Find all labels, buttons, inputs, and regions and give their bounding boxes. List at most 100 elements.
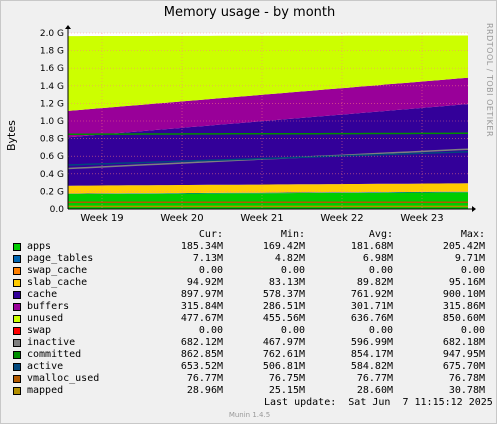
legend-series-name: cache	[27, 289, 58, 300]
legend-value-max: 76.78M	[448, 373, 485, 384]
y-tick-label: 0.4 G	[40, 170, 64, 180]
legend-series-name: page_tables	[27, 253, 94, 264]
legend-series-name: swap	[27, 325, 52, 336]
y-axis-arrow	[65, 25, 71, 29]
legend-value-min: 4.82M	[274, 253, 305, 264]
legend-header-min: Min:	[280, 229, 305, 240]
legend-value-min: 762.61M	[262, 349, 305, 360]
legend-value-max: 675.70M	[442, 361, 485, 372]
legend-swatch	[13, 363, 21, 371]
area-apps	[68, 192, 468, 209]
legend-header-cur: Cur:	[198, 229, 223, 240]
legend-value-avg: 0.00	[368, 265, 393, 276]
legend-value-cur: 185.34M	[180, 241, 223, 252]
x-tick-label: Week 20	[160, 213, 203, 224]
legend-value-cur: 76.77M	[186, 373, 223, 384]
y-tick-label: 1.4 G	[40, 82, 64, 92]
legend-swatch	[13, 351, 21, 359]
area-slab-cache	[68, 183, 468, 194]
legend-row-cache: cache 897.97M 578.37M 761.92M 900.10M	[13, 289, 493, 301]
x-tick-label: Week 22	[320, 213, 363, 224]
legend-value-max: 205.42M	[442, 241, 485, 252]
legend-value-avg: 28.60M	[356, 385, 393, 396]
legend-value-min: 0.00	[280, 325, 305, 336]
legend-value-cur: 477.67M	[180, 313, 223, 324]
legend-rows: apps 185.34M 169.42M 181.68M 205.42M page_tab…	[13, 241, 493, 397]
legend-value-max: 0.00	[460, 325, 485, 336]
legend-series-name: vmalloc_used	[27, 373, 100, 384]
y-tick-label: 1.2 G	[40, 99, 64, 109]
munin-version: Munin 1.4.5	[228, 411, 271, 419]
legend-row-active: active 653.52M 506.81M 584.82M 675.70M	[13, 361, 493, 373]
x-tick-label: Week 23	[400, 213, 443, 224]
legend-series-name: slab_cache	[27, 277, 88, 288]
legend-value-cur: 653.52M	[180, 361, 223, 372]
legend-value-cur: 682.12M	[180, 337, 223, 348]
area-buffers	[68, 77, 468, 138]
legend-value-min: 286.51M	[262, 301, 305, 312]
legend-value-min: 25.15M	[268, 385, 305, 396]
legend-row-committed: committed 862.85M 762.61M 854.17M 947.95M	[13, 349, 493, 361]
legend-value-cur: 315.84M	[180, 301, 223, 312]
legend-row-page-tables: page_tables 7.13M 4.82M 6.98M 9.71M	[13, 253, 493, 265]
legend-row-buffers: buffers 315.84M 286.51M 301.71M 315.86M	[13, 301, 493, 313]
legend-value-cur: 7.13M	[192, 253, 223, 264]
y-tick-label: 0.0	[50, 205, 65, 215]
chart-svg: 0.0 0.2 G 0.4 G 0.6 G 0.8 G 1.0 G 1.2 G 1.4 G 1.…	[40, 25, 476, 224]
legend-value-avg: 181.68M	[350, 241, 393, 252]
legend-series-name: committed	[27, 349, 82, 360]
legend-value-avg: 0.00	[368, 325, 393, 336]
y-tick-label: 2.0 G	[40, 29, 64, 39]
y-tick-label: 1.6 G	[40, 64, 64, 74]
legend-value-cur: 0.00	[198, 265, 223, 276]
legend-swatch	[13, 279, 21, 287]
legend-value-avg: 301.71M	[350, 301, 393, 312]
legend-value-max: 30.78M	[448, 385, 485, 396]
x-axis-arrow	[472, 206, 476, 212]
legend-series-name: active	[27, 361, 64, 372]
legend-value-min: 169.42M	[262, 241, 305, 252]
legend-value-cur: 94.92M	[186, 277, 223, 288]
legend-row-mapped: mapped 28.96M 25.15M 28.60M 30.78M	[13, 385, 493, 397]
legend-value-cur: 0.00	[198, 325, 223, 336]
x-tick-label: Week 21	[240, 213, 283, 224]
legend-value-max: 850.60M	[442, 313, 485, 324]
legend-value-avg: 584.82M	[350, 361, 393, 372]
area-unused	[68, 35, 468, 111]
legend-value-max: 900.10M	[442, 289, 485, 300]
legend-value-avg: 761.92M	[350, 289, 393, 300]
legend-value-avg: 76.77M	[356, 373, 393, 384]
y-tick-label: 1.8 G	[40, 47, 64, 57]
y-tick-label: 0.2 G	[40, 187, 64, 197]
legend-value-min: 578.37M	[262, 289, 305, 300]
legend: Cur: Min: Avg: Max: apps 185.34M 169.42M 18…	[13, 229, 493, 397]
legend-swatch	[13, 315, 21, 323]
legend-series-name: mapped	[27, 385, 64, 396]
y-tick-label: 0.6 G	[40, 152, 64, 162]
legend-header-max: Max:	[460, 229, 485, 240]
legend-swatch	[13, 267, 21, 275]
legend-value-min: 467.97M	[262, 337, 305, 348]
legend-value-min: 455.56M	[262, 313, 305, 324]
legend-swatch	[13, 339, 21, 347]
line-active	[67, 151, 469, 166]
legend-value-max: 682.18M	[442, 337, 485, 348]
legend-swatch	[13, 327, 21, 335]
legend-value-min: 76.75M	[268, 373, 305, 384]
y-tick-label: 1.0 G	[40, 117, 64, 127]
legend-value-max: 0.00	[460, 265, 485, 276]
legend-value-avg: 596.99M	[350, 337, 393, 348]
legend-value-cur: 28.96M	[186, 385, 223, 396]
legend-series-name: unused	[27, 313, 64, 324]
area-cache	[68, 104, 468, 186]
legend-value-avg: 636.76M	[350, 313, 393, 324]
legend-header-avg: Avg:	[368, 229, 393, 240]
legend-value-avg: 89.82M	[356, 277, 393, 288]
legend-row-inactive: inactive 682.12M 467.97M 596.99M 682.18M	[13, 337, 493, 349]
legend-row-vmalloc-used: vmalloc_used 76.77M 76.75M 76.77M 76.78M	[13, 373, 493, 385]
legend-series-name: swap_cache	[27, 265, 88, 276]
legend-swatch	[13, 303, 21, 311]
legend-swatch	[13, 255, 21, 263]
legend-swatch	[13, 291, 21, 299]
